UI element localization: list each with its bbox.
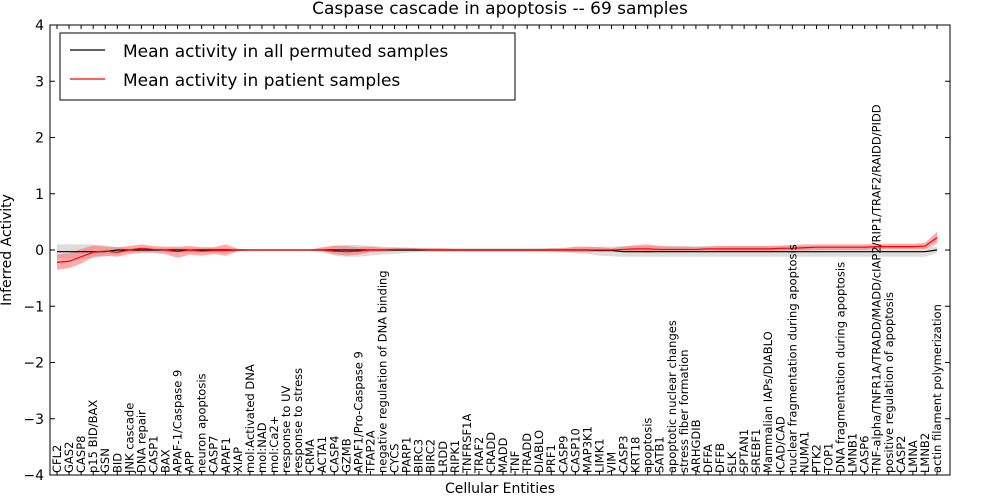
x-category-label: apoptosis	[641, 418, 655, 473]
x-category-label: XIAP	[231, 447, 245, 473]
x-category-label: Mammalian IAPs/DIABLO	[761, 331, 775, 473]
x-category-label: LMNA	[906, 440, 920, 473]
x-category-label: CASP3	[617, 436, 631, 473]
x-category-label: APAF1	[219, 437, 233, 473]
x-category-label: KRT18	[629, 437, 643, 473]
x-category-label: positive regulation of apoptosis	[882, 292, 896, 473]
x-category-label: CASP9	[556, 436, 570, 473]
x-category-label: LMNB1	[846, 433, 860, 473]
patient-confidence-band	[57, 232, 937, 270]
x-category-label: NUMA1	[797, 431, 811, 473]
x-category-label: negative regulation of DNA binding	[375, 270, 389, 473]
x-category-label: CYCS	[388, 443, 402, 473]
x-category-label: GAS2	[62, 442, 76, 473]
y-tick-label: 4	[35, 18, 44, 34]
y-tick-label: −4	[23, 468, 44, 484]
x-category-label: JNK cascade	[122, 403, 136, 474]
patient-mean-line	[56, 237, 938, 263]
x-category-label: APP	[183, 451, 197, 473]
x-category-label: VIM	[605, 452, 619, 473]
x-category-label: stress fiber formation	[677, 349, 691, 473]
x-category-label: CASP4	[327, 436, 341, 473]
x-category-label: mol:Activated DNA	[243, 364, 257, 473]
x-category-label: ACTA1	[315, 436, 329, 473]
x-category-label: BAX	[158, 449, 172, 473]
x-category-label: DNA repair	[134, 410, 148, 473]
y-axis: −4 −3 −2 −1 0 1 2 3 4	[23, 18, 950, 484]
x-category-label: LRDD	[436, 441, 450, 473]
x-category-label: PTK2	[809, 444, 823, 473]
x-category-label: BID	[110, 453, 124, 473]
x-category-label: CASP6	[858, 436, 872, 473]
x-category-label: APAF-1/Caspase 9	[171, 370, 185, 473]
x-category-label: TNFRSF1A	[460, 414, 474, 474]
y-tick-label: 1	[35, 187, 44, 203]
x-category-label: CASP7	[207, 436, 221, 473]
x-category-label: RIPK1	[448, 440, 462, 473]
x-category-label: CASP1	[146, 436, 160, 473]
x-category-label: SREBF1	[749, 429, 763, 473]
x-category-label: actin filament polymerization	[930, 304, 944, 473]
x-category-label: CASP10	[568, 428, 582, 473]
x-category-label: TNF	[508, 451, 522, 474]
y-tick-label: 3	[35, 74, 44, 90]
y-tick-label: 0	[35, 243, 44, 259]
x-category-label: APAF1/Pro-Caspase 9	[351, 351, 365, 473]
x-category-label: mol:NAD	[255, 422, 269, 473]
x-category-label: PRF1	[544, 444, 558, 473]
legend-box	[59, 32, 516, 101]
x-category-label: DFFA	[701, 444, 715, 473]
y-tick-label: −3	[23, 412, 44, 428]
y-tick-label: −2	[23, 356, 44, 372]
x-category-label: CFL2	[50, 445, 64, 473]
x-category-label: DIABLO	[532, 430, 546, 473]
x-category-label: CRADD	[484, 432, 498, 473]
x-category-label: LMNB2	[918, 433, 932, 473]
x-category-label: mol:Ca2+	[267, 416, 281, 473]
x-category-label: DFFB	[713, 443, 727, 473]
x-category-label: TFAP2A	[363, 430, 377, 474]
x-category-label: BIRC2	[424, 439, 438, 473]
x-category-label: SPTAN1	[737, 429, 751, 473]
x-axis-label: Cellular Entities	[445, 481, 555, 497]
y-tick-label: 2	[35, 131, 44, 147]
x-category-label: p15 BID/BAX	[86, 400, 100, 473]
x-category-label: ARHGDIB	[689, 419, 703, 473]
x-category-label: TRAF2	[472, 437, 486, 474]
x-category-label: TNF-alpha/TNFR1A/TRADD/MADD/cIAP2/RIP1/T…	[870, 104, 884, 474]
x-category-label: ICAD/CAD	[773, 416, 787, 473]
legend: Mean activity in all permuted samples Me…	[59, 32, 516, 101]
x-category-label: CRMA	[303, 439, 317, 473]
plot-frame	[49, 24, 951, 476]
x-category-label: MADD	[496, 437, 510, 473]
x-category-label: TRADD	[520, 433, 534, 474]
legend-label-patient: Mean activity in patient samples	[123, 71, 400, 91]
x-category-label: CASP8	[74, 436, 88, 473]
x-category-label: LIMK1	[592, 438, 606, 473]
lines-layer	[56, 237, 938, 263]
x-category-label: GZMB	[339, 438, 353, 473]
y-tick-label: −1	[23, 299, 44, 315]
x-category-label: PARP1	[400, 437, 414, 473]
x-category-label: GSN	[98, 448, 112, 473]
x-category-label: SATB1	[653, 436, 667, 473]
chart-title: Caspase cascade in apoptosis -- 69 sampl…	[312, 0, 688, 19]
x-category-label: response to stress	[291, 368, 305, 473]
x-category-label: apoptotic nuclear changes	[665, 320, 679, 473]
x-category-label: CASP2	[894, 436, 908, 473]
x-category-label: TOP1	[822, 443, 836, 474]
x-category-label: MAP3K1	[580, 426, 594, 473]
x-category-label: DNA fragmentation during apoptosis	[834, 262, 848, 473]
legend-label-permuted: Mean activity in all permuted samples	[123, 42, 448, 62]
y-axis-label: Inferred Activity	[0, 194, 15, 306]
x-category-label: SLK	[725, 451, 739, 473]
x-category-label: response to UV	[279, 385, 293, 473]
bands-layer	[57, 232, 937, 270]
x-category-label: BIRC3	[412, 439, 426, 473]
x-category-label: neuron apoptosis	[195, 373, 209, 473]
x-category-label: nuclear fragmentation during apoptosis	[785, 244, 799, 473]
